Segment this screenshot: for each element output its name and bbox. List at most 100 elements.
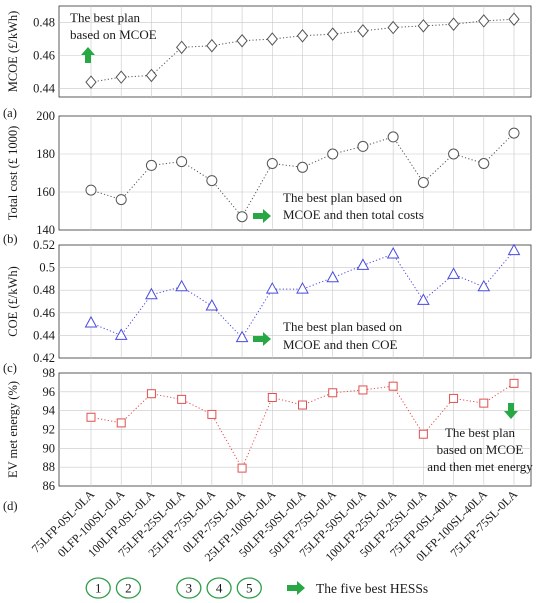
data-point xyxy=(509,378,519,388)
y-tick-label: 0.46 xyxy=(33,49,55,63)
data-point xyxy=(358,385,368,395)
data-point xyxy=(447,267,460,279)
y-tick-label: 88 xyxy=(43,460,56,474)
y-tick-label: 0.5 xyxy=(39,261,55,275)
data-point xyxy=(266,158,278,169)
data-point xyxy=(115,194,127,206)
annotation-text: The best plan xyxy=(445,425,516,440)
rank-badge xyxy=(176,577,202,599)
plot-frame xyxy=(58,115,532,231)
data-point xyxy=(266,32,278,46)
y-tick-label: 96 xyxy=(43,385,56,399)
data-point xyxy=(145,68,158,83)
y-tick-label: 0.46 xyxy=(33,306,55,320)
data-point xyxy=(328,388,338,398)
data-point xyxy=(267,392,277,402)
y-tick-label: 0.48 xyxy=(33,283,55,297)
legend-arrow-right-icon xyxy=(287,581,305,595)
data-point xyxy=(175,279,188,292)
data-point xyxy=(508,127,520,139)
data-point xyxy=(146,389,156,399)
annotation-text: The best plan based on xyxy=(283,190,403,205)
data-point xyxy=(479,398,489,408)
rank-badge xyxy=(85,577,111,599)
data-point xyxy=(387,20,399,35)
annotation-arrow-down-icon xyxy=(504,403,518,419)
data-point xyxy=(477,279,491,292)
rank-badge xyxy=(236,577,262,599)
panel-letter: (a) xyxy=(3,106,17,120)
data-point xyxy=(145,159,157,171)
data-point xyxy=(478,158,490,169)
y-tick-label: 180 xyxy=(36,147,55,161)
rank-badge-number: 5 xyxy=(246,581,253,596)
y-axis-label: COE (£/kWh) xyxy=(6,266,20,336)
y-tick-label: 200 xyxy=(36,109,55,123)
annotation-text: MCOE and then total costs xyxy=(283,207,424,222)
y-axis-label: Total cost (£ 1000) xyxy=(6,126,20,221)
best-hess-legend: 1 2 3 4 5 The five best HESSs xyxy=(85,577,428,599)
panel-a: 0.44 0.46 0.48 MCOE (£/kWh) (a) The best plan… xyxy=(3,5,532,120)
data-point xyxy=(297,161,308,173)
x-axis-category-labels: 75LFP-0SL-0LA0LFP-100SL-0LA100LFP-0SL-0L… xyxy=(29,487,521,564)
data-point xyxy=(386,247,400,259)
data-point xyxy=(448,148,460,160)
annotation-text: based on MCOE xyxy=(437,442,524,457)
panel-c: 0.42 0.44 0.46 0.48 0.5 0.52 COE (£/kWh) (c) The… xyxy=(3,238,532,375)
rank-badge-number: 2 xyxy=(125,581,132,596)
plot-frame xyxy=(58,5,532,98)
data-point xyxy=(326,270,340,283)
data-point xyxy=(447,17,460,31)
y-tick-label: 0.44 xyxy=(33,82,56,96)
data-point xyxy=(327,27,339,41)
chart-panels: 0.44 0.46 0.48 MCOE (£/kWh) (a) The best plan… xyxy=(3,5,533,513)
data-point xyxy=(175,40,188,55)
annotation-text: The best plan xyxy=(70,10,141,25)
annotation-text: MCOE and then COE xyxy=(283,337,398,352)
data-point xyxy=(265,282,279,294)
annotation-arrow-right-icon xyxy=(253,332,271,346)
annotation-arrow-up-icon xyxy=(81,47,95,63)
legend-text: The five best HESSs xyxy=(316,581,428,596)
rank-badge-number: 1 xyxy=(95,581,102,596)
plot-frame xyxy=(58,244,532,359)
data-point xyxy=(417,177,429,188)
panel-letter: (b) xyxy=(3,232,18,246)
rank-badge-number: 4 xyxy=(216,581,223,596)
y-tick-label: 140 xyxy=(36,223,55,237)
y-tick-label: 92 xyxy=(43,423,56,437)
y-tick-label: 86 xyxy=(43,479,56,493)
data-point xyxy=(176,156,188,168)
panel-letter: (c) xyxy=(3,361,17,375)
data-point xyxy=(116,418,126,428)
data-point xyxy=(478,14,490,28)
data-point xyxy=(357,24,369,38)
data-point xyxy=(417,19,430,33)
y-tick-label: 98 xyxy=(43,366,56,380)
y-tick-label: 0.52 xyxy=(33,238,55,252)
panel-letter: (d) xyxy=(3,499,18,513)
rank-badge-number: 3 xyxy=(186,581,193,596)
y-tick-label: 94 xyxy=(43,404,56,418)
annotation-text: The best plan based on xyxy=(283,319,403,334)
data-point xyxy=(508,12,520,27)
data-point xyxy=(296,282,309,294)
annotation-arrow-right-icon xyxy=(253,209,271,223)
data-point xyxy=(145,287,158,300)
data-point xyxy=(206,175,218,187)
annotation-text: based on MCOE xyxy=(70,27,157,42)
data-point xyxy=(327,148,339,160)
data-point xyxy=(387,131,399,143)
y-axis-label: MCOE (£/kWh) xyxy=(6,11,20,93)
rank-badge xyxy=(115,577,142,599)
data-point xyxy=(418,429,428,439)
data-point xyxy=(207,409,217,419)
data-point xyxy=(388,381,398,391)
data-point xyxy=(115,70,127,84)
rank-badge xyxy=(206,577,232,599)
data-point xyxy=(237,463,247,473)
y-tick-label: 0.48 xyxy=(33,16,55,30)
annotation-text: and then met energy xyxy=(427,459,533,474)
y-tick-label: 90 xyxy=(43,441,56,455)
